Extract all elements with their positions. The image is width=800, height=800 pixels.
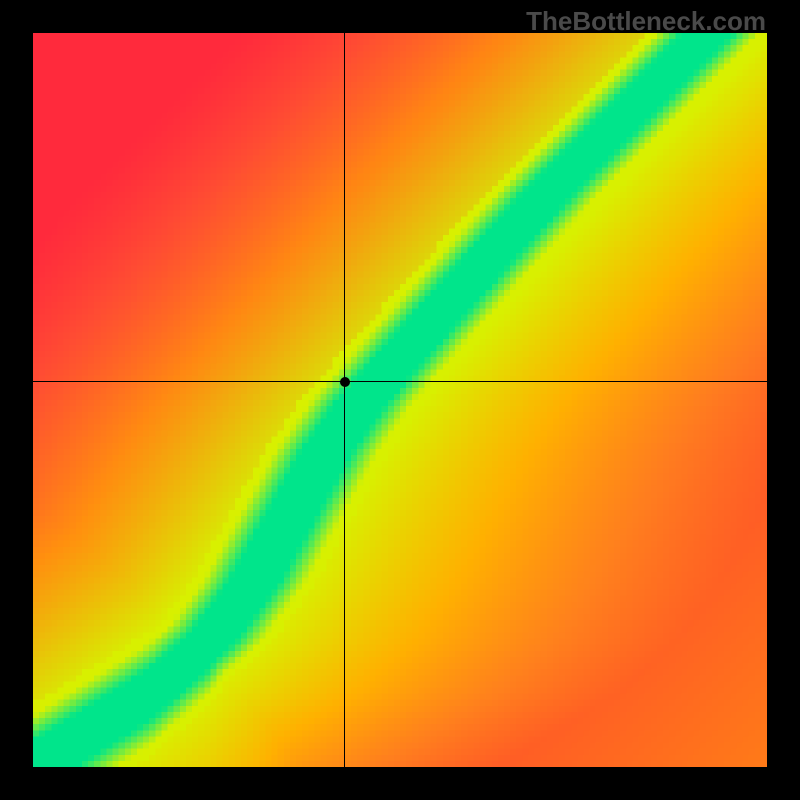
bottleneck-heatmap <box>33 33 767 767</box>
watermark-text: TheBottleneck.com <box>526 6 766 37</box>
selection-marker <box>340 377 350 387</box>
crosshair-horizontal <box>33 381 767 382</box>
crosshair-vertical <box>344 33 345 767</box>
